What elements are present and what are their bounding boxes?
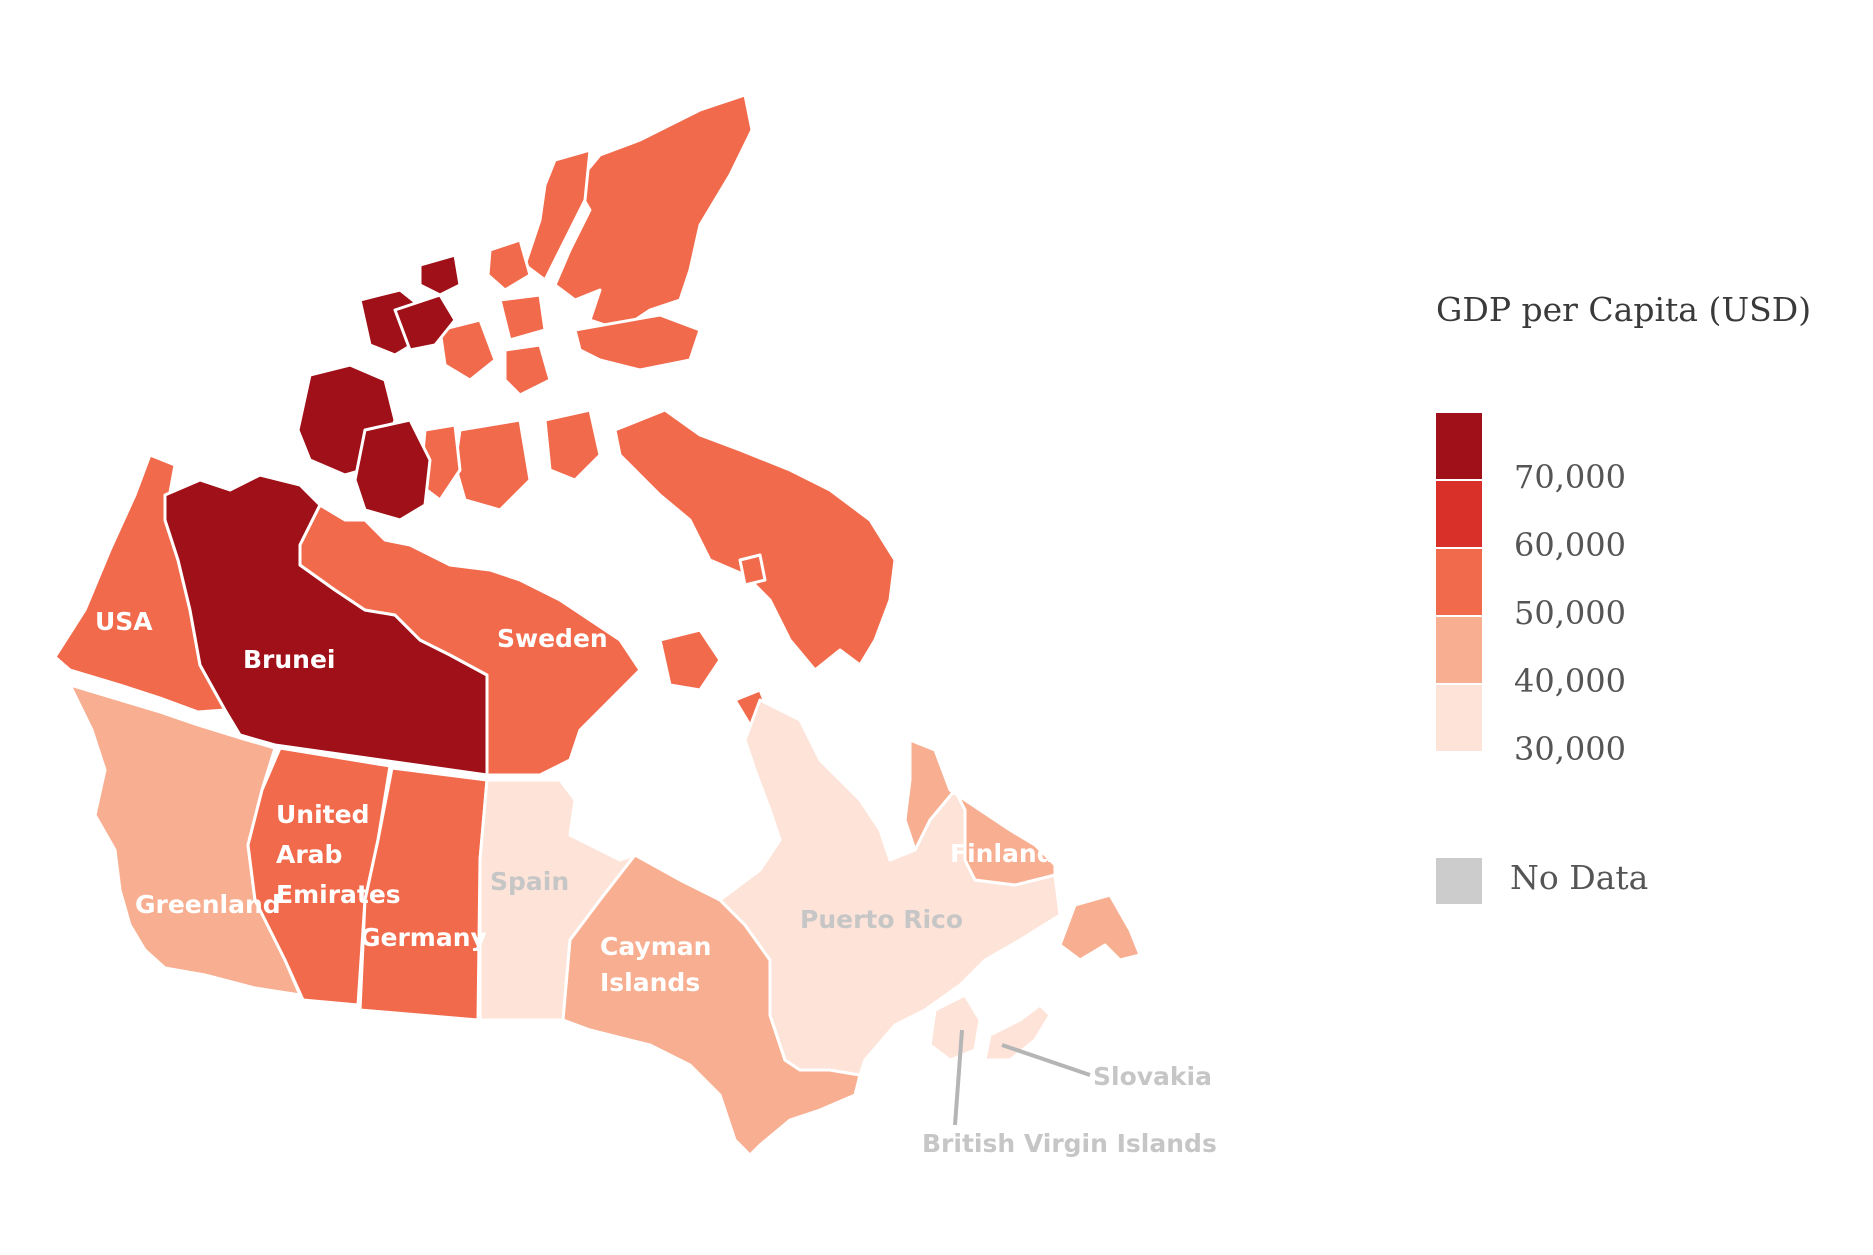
newfoundland-labrador-region[interactable] — [903, 738, 1057, 887]
new-brunswick-region[interactable] — [928, 993, 982, 1062]
bathurst-island[interactable] — [438, 318, 497, 382]
region-label-quebec: Puerto Rico — [800, 905, 963, 934]
legend-tick-30000: 30,000 — [1514, 730, 1626, 768]
region-label-newfoundland: Finland — [950, 839, 1055, 868]
legend-swatch-tier-1 — [1436, 481, 1482, 549]
devon-island[interactable] — [573, 313, 702, 372]
region-label-yukon: USA — [95, 607, 153, 636]
legend-tick-40000: 40,000 — [1514, 662, 1626, 700]
slovakia-leader-line — [1001, 1043, 1091, 1077]
region-label-manitoba: Spain — [490, 867, 569, 896]
region-label-ontario-line1: Cayman — [600, 932, 711, 961]
legend-swatch-tier-4 — [1436, 685, 1482, 753]
region-label-ontario: Cayman Islands — [600, 932, 720, 997]
ellef-island[interactable] — [486, 238, 532, 292]
region-label-alberta: United Arab Emirates — [276, 800, 401, 909]
legend-swatch-tier-0 — [1436, 413, 1482, 481]
british-columbia-region[interactable] — [68, 683, 302, 997]
victoria-island-west[interactable] — [353, 418, 432, 522]
region-label-nwt: Brunei — [243, 645, 336, 674]
no-data-label: No Data — [1510, 858, 1649, 897]
region-label-alberta-line1: United — [276, 800, 369, 829]
southampton-island[interactable] — [658, 628, 722, 692]
baffin-island[interactable] — [613, 408, 897, 672]
legend-tick-60000: 60,000 — [1514, 526, 1626, 564]
borden-island[interactable] — [418, 253, 462, 297]
legend-swatch-tier-3 — [1436, 617, 1482, 685]
cornwallis-island[interactable] — [503, 343, 552, 397]
legend-tick-70000: 70,000 — [1514, 458, 1626, 496]
amund-island[interactable] — [498, 293, 547, 342]
region-label-alberta-line3: Emirates — [276, 880, 401, 909]
arctic-islands[interactable] — [418, 93, 897, 727]
legend-title: GDP per Capita (USD) — [1436, 290, 1812, 329]
region-label-nunavut: Sweden — [497, 624, 608, 653]
nwt-islands[interactable] — [296, 253, 462, 522]
legend-tick-50000: 50,000 — [1514, 594, 1626, 632]
region-label-alberta-line2: Arab — [276, 840, 342, 869]
belcher-islands[interactable] — [738, 553, 767, 587]
region-label-ontario-line2: Islands — [600, 968, 700, 997]
region-label-bc: Greenland — [135, 890, 281, 919]
newfoundland-island[interactable] — [1058, 893, 1142, 962]
region-label-new-brunswick: British Virgin Islands — [922, 1129, 1217, 1158]
quebec-region[interactable] — [718, 698, 1062, 1077]
prince-of-wales-island[interactable] — [453, 418, 532, 512]
somerset-island[interactable] — [543, 408, 602, 482]
bvi-leader-line — [953, 1029, 964, 1126]
ellesmere-island[interactable] — [553, 93, 754, 332]
nunavut-region[interactable] — [298, 503, 642, 777]
legend-swatch-tier-2 — [1436, 549, 1482, 617]
no-data-swatch — [1436, 858, 1482, 904]
legend-color-scale — [1436, 413, 1482, 753]
nova-scotia-region[interactable] — [983, 1003, 1052, 1062]
region-label-saskatchewan: Germany — [360, 923, 487, 952]
axel-heiberg-island[interactable] — [523, 148, 592, 282]
region-label-nova-scotia: Slovakia — [1093, 1062, 1212, 1091]
melville-island[interactable] — [393, 293, 457, 352]
